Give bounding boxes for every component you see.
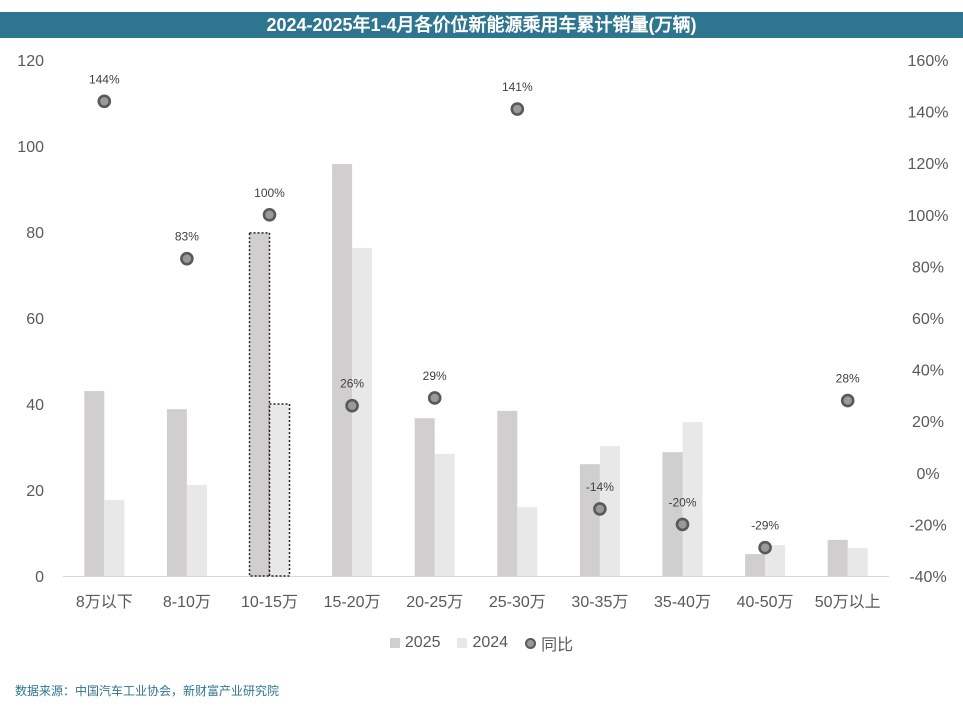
bar-2024 [268,403,291,577]
yoy-data-label: 28% [836,372,860,386]
yoy-dot [593,502,607,516]
y2-axis-tick-label: 40% [912,363,944,380]
legend-item-2025: 2025 [389,634,441,652]
bar-2025 [248,232,271,577]
yoy-data-label: 83% [175,230,199,244]
y2-axis-tick-label: -40% [909,569,946,586]
yoy-dot [510,102,525,116]
yoy-dot [97,94,112,109]
y-axis-tick-label: 40 [26,397,44,414]
y2-axis-tick-label: 0% [916,466,939,483]
y-axis-tick-label: 120 [17,53,44,70]
yoy-dot [262,208,277,222]
y2-axis-tick-label: 120% [908,156,949,173]
x-axis-category-label: 50万以上 [815,593,881,611]
bar-2024 [352,247,373,576]
y-axis-tick-label: 60 [26,311,44,328]
bar-2024 [682,422,703,576]
bar-2024 [599,446,620,576]
yoy-data-label: 144% [89,72,120,86]
axes-group: 0 20 40 60 80 100 120 -40% -20% 0% 20% 40% 60% 80% 100… [17,53,948,611]
legend-swatch-2025 [389,638,400,648]
bar-2025 [166,409,187,576]
bar-2024 [517,507,538,576]
x-axis-category-label: 10-15万 [241,594,298,611]
x-axis-category-label: 20-25万 [406,594,463,611]
legend-label-2024: 2024 [472,634,509,651]
bar-2025 [579,464,600,576]
yoy-dot [758,540,772,555]
y2-axis-tick-label: 160% [908,53,949,70]
y-axis-tick-label: 0 [35,569,44,586]
bar-2025 [332,164,353,576]
chart-title: 2024-2025年1-4月各价位新能源乘用车累计销量(万辆) [266,15,697,35]
bar-2024 [434,453,455,576]
x-axis-category-label: 30-35万 [571,594,628,611]
bar-2025 [662,452,683,576]
bar-2025 [827,539,848,576]
bar-2024 [847,548,868,576]
bar-2024 [765,545,786,576]
yoy-dot [427,391,442,405]
bar-2024 [104,499,125,576]
bar-2025 [414,418,435,576]
yoy-dot [180,251,194,266]
yoy-dot [345,398,359,413]
y2-axis-tick-label: 80% [912,259,944,276]
yoy-data-label: 29% [423,369,447,383]
yoy-data-label: -14% [586,480,614,494]
legend-swatch-yoy [525,637,537,649]
yoy-dot [675,517,690,532]
yoy-dots-group: 144% 83% 100% 26% 29% 141% -14% -20% -29% 28% [89,72,860,555]
y2-axis-tick-label: -20% [909,517,946,534]
bar-2024 [186,484,207,576]
x-axis-category-label: 40-50万 [737,594,794,611]
bar-2025 [84,391,105,576]
y2-axis-tick-label: 100% [908,208,949,225]
bar-2025 [745,554,766,576]
x-axis-category-label: 25-30万 [489,594,546,611]
x-axis-category-label: 15-20万 [324,594,381,611]
bars-group [84,164,868,577]
legend-swatch-2024 [457,638,468,648]
x-axis-category-label: 8-10万 [163,594,211,611]
y2-axis-tick-label: 140% [908,105,949,122]
yoy-data-label: 100% [254,186,285,200]
source-note: 数据来源：中国汽车工业协会，新财富产业研究院 [15,684,280,698]
yoy-data-label: -20% [668,495,696,509]
legend-label-yoy: 同比 [541,637,574,654]
y-axis-tick-label: 100 [17,139,44,156]
legend-label-2025: 2025 [404,634,441,651]
chart-legend: 2025 2024 同比 [0,631,963,655]
y2-axis-tick-label: 60% [912,311,944,328]
title-bar: 2024-2025年1-4月各价位新能源乘用车累计销量(万辆) [0,12,963,38]
legend-item-2024: 2024 [457,634,508,652]
legend-item-yoy: 同比 [525,631,573,655]
yoy-dot [840,393,855,408]
yoy-data-label: 26% [340,377,364,391]
yoy-data-label: -29% [751,519,779,533]
yoy-data-label: 141% [502,80,533,94]
y-axis-tick-label: 80 [26,225,44,242]
y2-axis-tick-label: 20% [912,414,944,431]
x-axis-category-label: 35-40万 [654,594,711,611]
x-axis-category-label: 8万以下 [76,594,133,611]
bar-2025 [497,410,518,576]
y-axis-tick-label: 20 [26,483,44,500]
